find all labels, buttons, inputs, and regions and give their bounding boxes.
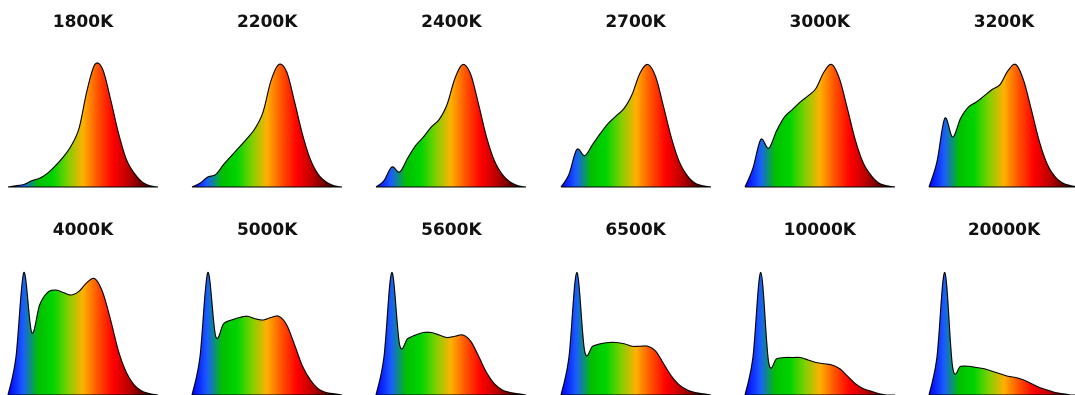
spectrum-plot <box>928 63 1075 188</box>
spectrum-line <box>191 63 343 188</box>
spectrum-area <box>8 272 158 395</box>
spectrum-plot <box>928 271 1075 395</box>
spectrum-plot <box>7 271 159 395</box>
spectrum-line <box>560 63 711 188</box>
panel-title: 4000K <box>52 220 114 240</box>
spectrum-area <box>744 272 895 395</box>
panel-title: 5000K <box>236 220 298 240</box>
spectrum-plot <box>744 63 895 188</box>
spectrum-plot <box>7 62 159 188</box>
spectrum-area <box>744 64 895 187</box>
panel-title: 6500K <box>605 220 666 240</box>
spectrum-area <box>192 272 343 395</box>
panel-title: 3200K <box>973 12 1035 32</box>
panel-title: 2200K <box>236 12 298 32</box>
spectrum-plot <box>560 63 711 188</box>
spectrum-line <box>928 63 1075 188</box>
spectrum-line <box>376 63 527 188</box>
panel-title: 2700K <box>605 12 666 32</box>
panel-title: 3000K <box>789 12 851 32</box>
spectrum-area <box>929 64 1075 187</box>
spectrum-plot <box>375 271 527 395</box>
spectrum-plot <box>191 271 343 395</box>
spectrum-area <box>376 64 527 187</box>
spectrum-area <box>192 64 343 187</box>
spectrum-plot <box>744 271 895 395</box>
spectrum-area <box>560 64 711 187</box>
spectrum-plot <box>376 63 527 188</box>
spectrum-plot <box>560 271 711 395</box>
panel-title: 2400K <box>421 12 482 32</box>
panel-title: 10000K <box>783 220 856 240</box>
spectrum-line <box>744 63 895 188</box>
spectrum-line <box>7 62 159 188</box>
panel-title: 5600K <box>421 220 482 240</box>
panel-title: 1800K <box>52 12 114 32</box>
spectrum-plot <box>191 63 343 188</box>
spectrum-area <box>560 272 711 395</box>
panel-title: 20000K <box>967 220 1041 240</box>
spectrum-area <box>929 272 1075 395</box>
spectrum-area <box>376 272 527 395</box>
spectrum-area <box>8 62 158 188</box>
